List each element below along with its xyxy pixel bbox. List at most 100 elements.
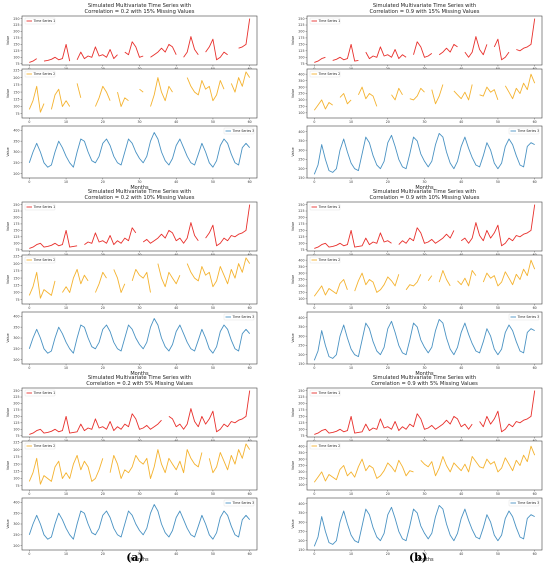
- y-tick-label: 300: [13, 150, 19, 154]
- y-tick-label: 300: [298, 520, 304, 524]
- y-tick-label: 175: [13, 83, 19, 87]
- y-axis-label: Value: [6, 275, 10, 284]
- x-tick-label: 40: [174, 306, 178, 310]
- y-tick-label: 225: [13, 395, 19, 399]
- panel-3: 200 250 300 350 400 Value 0 10 20 30 40 50 60 Time Se…: [6, 311, 258, 370]
- y-tick-label: 150: [13, 276, 19, 280]
- legend-box: [508, 313, 540, 321]
- x-tick-label: 50: [496, 552, 500, 556]
- y-axis-label: Value: [291, 408, 295, 417]
- y-tick-label: 225: [13, 441, 19, 445]
- y-tick-label: 150: [13, 462, 19, 466]
- y-tick-label: 250: [298, 530, 304, 534]
- x-tick-label: 30: [422, 180, 426, 184]
- chart-title-line2: Correlation = 0.2 with 10% Missing Value…: [85, 195, 195, 201]
- series-line: [314, 390, 536, 435]
- legend: Time Series 1: [24, 389, 55, 397]
- y-tick-label: 150: [298, 176, 304, 180]
- chart-title-line1: Simulated Multivariate Time Series with: [88, 3, 191, 9]
- x-tick-label: 10: [349, 306, 353, 310]
- x-tick-label: 20: [101, 552, 105, 556]
- legend-label: Time Series 1: [33, 205, 56, 209]
- caption-a: (a): [126, 551, 144, 564]
- series-line: [314, 204, 536, 249]
- plot-frame: [21, 201, 258, 252]
- y-tick-label: 225: [13, 69, 19, 73]
- x-tick-label: 50: [211, 492, 215, 496]
- x-tick-label: 10: [349, 492, 353, 496]
- legend-box: [223, 499, 255, 507]
- x-tick-label: 20: [101, 492, 105, 496]
- series-line: [28, 257, 251, 299]
- y-tick-label: 200: [298, 284, 304, 288]
- panel-1: 75100125150175200225250Value010203040506…: [6, 387, 258, 443]
- x-tick-label: 0: [28, 180, 30, 184]
- legend-label: Time Series 2: [318, 444, 341, 448]
- series-line: [28, 132, 251, 168]
- y-tick-label: 125: [298, 49, 304, 53]
- plot-frame: [306, 254, 543, 305]
- y-tick-label: 300: [298, 148, 304, 152]
- x-tick-label: 20: [101, 306, 105, 310]
- panel-1: 75100125150175200225250Value010203040506…: [6, 15, 258, 71]
- plot-frame: [21, 440, 258, 491]
- panel-2: 75 100 125 150 175 200 225 Value 0 10 20 30 40 50 60 Ti…: [6, 440, 258, 496]
- legend: Time Series 3: [508, 127, 539, 135]
- x-tick-label: 30: [422, 306, 426, 310]
- y-tick-label: 225: [13, 23, 19, 27]
- y-tick-label: 100: [298, 427, 304, 431]
- legend-box: [24, 442, 56, 450]
- x-tick-label: 10: [349, 120, 353, 124]
- x-tick-label: 10: [349, 366, 353, 370]
- legend-label: Time Series 3: [517, 315, 540, 319]
- legend-box: [309, 389, 341, 397]
- y-axis-label: Value: [6, 408, 10, 417]
- x-tick-label: 0: [28, 552, 30, 556]
- x-tick-label: 0: [28, 120, 30, 124]
- plot-frame: [306, 125, 543, 179]
- legend-box: [24, 17, 56, 25]
- legend-box: [223, 313, 255, 321]
- y-tick-label: 250: [298, 389, 304, 393]
- x-tick-label: 10: [349, 180, 353, 184]
- x-tick-label: 60: [248, 120, 252, 124]
- y-tick-label: 175: [13, 222, 19, 226]
- chart-title-line2: Correlation = 0.2 with 15% Missing Value…: [85, 9, 195, 15]
- y-tick-label: 300: [13, 336, 19, 340]
- legend: Time Series 3: [508, 313, 540, 321]
- panel-2: 100 150 200 250 300 350 400 Value 0 10 20 30 40 50 60 T…: [291, 68, 543, 124]
- y-tick-label: 200: [298, 402, 304, 406]
- y-tick-label: 175: [13, 36, 19, 40]
- x-tick-label: 50: [496, 306, 500, 310]
- y-tick-label: 100: [13, 291, 19, 295]
- x-tick-label: 50: [211, 180, 215, 184]
- chart-title-line1: Simulated Multivariate Time Series with: [373, 3, 476, 9]
- x-tick-label: 20: [386, 552, 390, 556]
- y-tick-label: 75: [300, 62, 304, 66]
- x-tick-label: 40: [174, 552, 178, 556]
- y-axis-label: Value: [291, 519, 295, 528]
- series-line: [314, 18, 536, 63]
- y-axis-label: Value: [6, 333, 10, 342]
- legend-label: Time Series 2: [33, 258, 56, 262]
- chart-title-line2: Correlation = 0.9 with 15% Missing Value…: [370, 9, 480, 15]
- legend-box: [309, 256, 341, 264]
- series-line: [313, 445, 536, 483]
- x-tick-label: 60: [533, 120, 537, 124]
- plot-frame: [306, 440, 543, 491]
- y-tick-label: 225: [13, 255, 19, 259]
- y-axis-label: Value: [6, 36, 10, 45]
- x-tick-label: 10: [64, 552, 68, 556]
- y-tick-label: 100: [298, 111, 304, 115]
- x-tick-label: 10: [349, 552, 353, 556]
- legend: Time Series 2: [24, 442, 56, 450]
- plot-frame: [306, 68, 543, 119]
- legend: Time Series 3: [223, 499, 255, 507]
- legend-label: Time Series 3: [517, 501, 540, 505]
- x-tick-label: 40: [459, 492, 463, 496]
- y-tick-label: 150: [13, 90, 19, 94]
- panel-2: 100 150 200 250 300 350 400 Value 0 10 20 30 40 50 60 T…: [291, 440, 543, 496]
- x-tick-label: 30: [422, 552, 426, 556]
- y-tick-label: 150: [13, 229, 19, 233]
- x-tick-label: 0: [313, 180, 315, 184]
